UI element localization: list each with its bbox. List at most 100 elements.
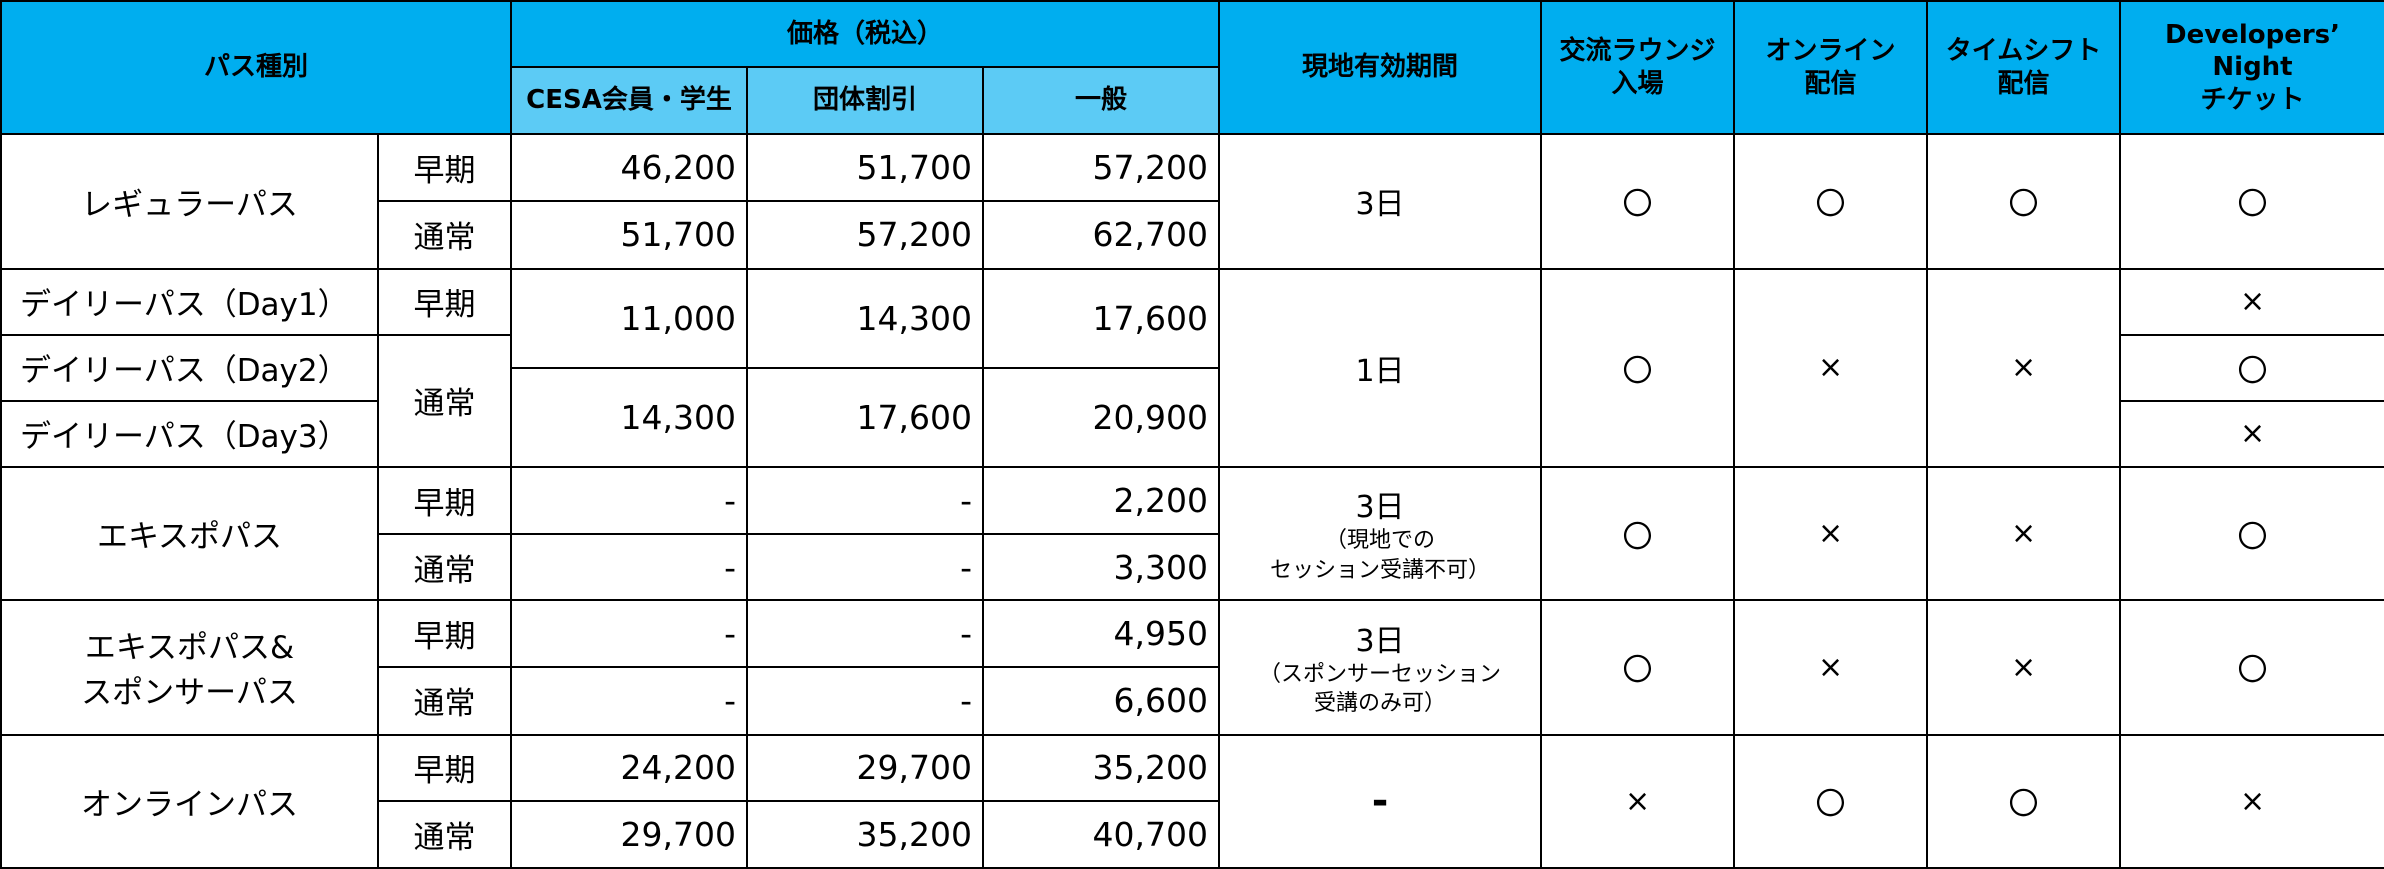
daily-normal-member: 14,300	[510, 366, 749, 468]
header-timeshift-line2: 配信	[1997, 68, 2050, 99]
online-early-general: 35,200	[982, 733, 1221, 802]
expo-normal-member: -	[510, 533, 749, 602]
daily-online: ×	[1733, 267, 1929, 468]
expo-normal-group: -	[746, 533, 985, 602]
header-online: オンライン 配信	[1733, 0, 1929, 136]
expo-devnight: 〇	[2119, 465, 2384, 602]
daily-day3-devnight: ×	[2119, 399, 2384, 468]
regular-online: 〇	[1733, 133, 1929, 270]
expo-early-general: 2,200	[982, 465, 1221, 536]
regular-lounge: 〇	[1540, 133, 1736, 270]
sponsor-devnight: 〇	[2119, 599, 2384, 736]
regular-devnight: 〇	[2119, 133, 2384, 270]
online-normal-group: 35,200	[746, 799, 985, 869]
daily-normal-group: 17,600	[746, 366, 985, 468]
sponsor-early-general: 4,950	[982, 599, 1221, 669]
header-validity: 現地有効期間	[1218, 0, 1543, 136]
daily-day1-devnight: ×	[2119, 267, 2384, 336]
online-early-group: 29,700	[746, 733, 985, 802]
header-price-general: 一般	[982, 66, 1221, 136]
expo-validity-note-line1: （現地での	[1325, 527, 1436, 553]
sponsor-validity-note-line2: 受講のみ可）	[1314, 691, 1447, 717]
online-timeshift: 〇	[1926, 733, 2122, 869]
sponsor-online: ×	[1733, 599, 1929, 736]
header-devnight-line1: Developers’	[2165, 19, 2341, 50]
tier-early: 早期	[376, 133, 513, 203]
online-devnight: ×	[2119, 733, 2384, 869]
expo-timeshift: ×	[1926, 465, 2122, 602]
header-timeshift: タイムシフト 配信	[1926, 0, 2122, 136]
sponsor-validity-note-line1: （スポンサーセッション	[1259, 661, 1502, 687]
regular-normal-member: 51,700	[510, 200, 749, 270]
expo-online: ×	[1733, 465, 1929, 602]
daily-validity: 1日	[1218, 267, 1543, 468]
tier-early: 早期	[376, 267, 513, 336]
tier-normal: 通常	[376, 200, 513, 270]
expo-normal-general: 3,300	[982, 533, 1221, 602]
online-pass-name: オンラインパス	[0, 733, 379, 869]
expo-validity-value: 3日	[1355, 489, 1405, 525]
online-online: 〇	[1733, 733, 1929, 869]
online-normal-general: 40,700	[982, 799, 1221, 869]
expo-early-member: -	[510, 465, 749, 536]
sponsor-pass-name-line2: スポンサーパス	[81, 675, 298, 712]
daily-pass-day2-name: デイリーパス（Day2）	[0, 333, 379, 402]
daily-early-group: 14,300	[746, 267, 985, 369]
header-price-group: 団体割引	[746, 66, 985, 136]
header-lounge-line1: 交流ラウンジ	[1559, 36, 1716, 67]
header-pass-type: パス種別	[0, 0, 513, 136]
header-price-member: CESA会員・学生	[510, 66, 749, 136]
daily-pass-day1-name: デイリーパス（Day1）	[0, 267, 379, 336]
daily-timeshift: ×	[1926, 267, 2122, 468]
sponsor-normal-group: -	[746, 666, 985, 736]
sponsor-lounge: 〇	[1540, 599, 1736, 736]
sponsor-validity-value: 3日	[1355, 623, 1405, 659]
regular-normal-group: 57,200	[746, 200, 985, 270]
daily-early-general: 17,600	[982, 267, 1221, 369]
tier-early: 早期	[376, 599, 513, 669]
tier-normal: 通常	[376, 799, 513, 869]
daily-normal-general: 20,900	[982, 366, 1221, 468]
online-lounge: ×	[1540, 733, 1736, 869]
regular-pass-name: レギュラーパス	[0, 133, 379, 270]
expo-lounge: 〇	[1540, 465, 1736, 602]
daily-early-member: 11,000	[510, 267, 749, 369]
header-lounge: 交流ラウンジ 入場	[1540, 0, 1736, 136]
tier-early: 早期	[376, 733, 513, 802]
regular-early-group: 51,700	[746, 133, 985, 203]
expo-early-group: -	[746, 465, 985, 536]
expo-pass-name: エキスポパス	[0, 465, 379, 602]
sponsor-timeshift: ×	[1926, 599, 2122, 736]
regular-normal-general: 62,700	[982, 200, 1221, 270]
online-validity: -	[1218, 733, 1543, 869]
online-normal-member: 29,700	[510, 799, 749, 869]
sponsor-early-member: -	[510, 599, 749, 669]
sponsor-early-group: -	[746, 599, 985, 669]
header-lounge-line2: 入場	[1611, 68, 1664, 99]
regular-timeshift: 〇	[1926, 133, 2122, 270]
header-timeshift-line1: タイムシフト	[1945, 36, 2102, 67]
sponsor-normal-member: -	[510, 666, 749, 736]
regular-validity: 3日	[1218, 133, 1543, 270]
daily-pass-day3-name: デイリーパス（Day3）	[0, 399, 379, 468]
expo-validity-note-line2: セッション受講不可）	[1270, 557, 1491, 583]
expo-validity: 3日 （現地での セッション受講不可）	[1218, 465, 1543, 602]
tier-normal: 通常	[376, 666, 513, 736]
sponsor-pass-name: エキスポパス& スポンサーパス	[0, 599, 379, 736]
sponsor-normal-general: 6,600	[982, 666, 1221, 736]
daily-day2-devnight: 〇	[2119, 333, 2384, 402]
tier-normal: 通常	[376, 333, 513, 468]
online-early-member: 24,200	[510, 733, 749, 802]
header-price: 価格（税込）	[510, 0, 1221, 69]
header-devnight-line2: Night	[2212, 52, 2293, 83]
header-online-line2: 配信	[1804, 68, 1857, 99]
tier-normal: 通常	[376, 533, 513, 602]
daily-lounge: 〇	[1540, 267, 1736, 468]
tier-early: 早期	[376, 465, 513, 536]
header-devnight: Developers’ Night チケット	[2119, 0, 2384, 136]
regular-early-member: 46,200	[510, 133, 749, 203]
header-online-line1: オンライン	[1765, 36, 1896, 67]
sponsor-pass-name-line1: エキスポパス&	[84, 630, 295, 667]
header-devnight-line3: チケット	[2200, 84, 2305, 115]
